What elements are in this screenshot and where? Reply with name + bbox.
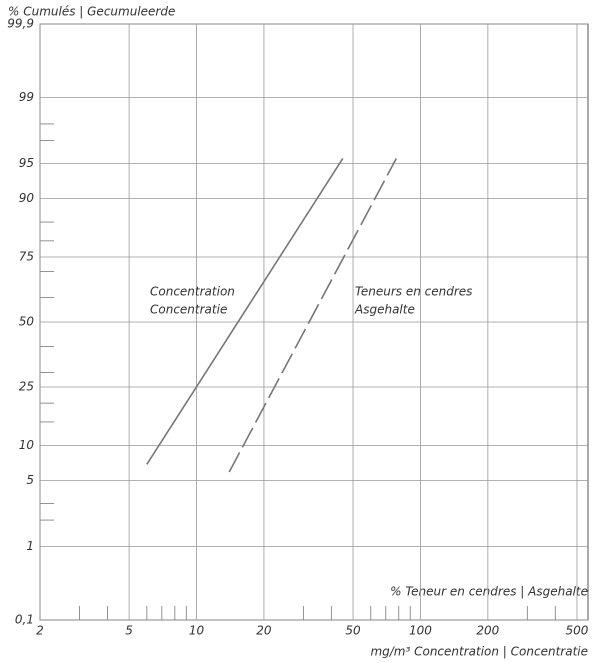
x-axis-label-bottom: mg/m³ Concentration | Concentratie	[370, 645, 588, 659]
series-line	[146, 158, 344, 465]
x-axis-label-top: % Teneur en cendres | Asgehalte	[390, 585, 588, 599]
series-line	[228, 158, 397, 473]
y-tick-label: 75	[19, 249, 34, 263]
x-tick-label: 5	[125, 624, 133, 638]
y-tick-label: 0,1	[15, 613, 34, 627]
x-tick-label: 10	[189, 624, 205, 638]
y-tick-label: 10	[19, 438, 35, 452]
y-axis-label: % Cumulés | Gecumuleerde	[8, 5, 175, 19]
y-tick-label: 99	[19, 90, 34, 104]
series-label: Asgehalte	[354, 303, 415, 317]
series-label: Concentration	[150, 285, 235, 299]
y-tick-label: 95	[19, 156, 34, 170]
x-tick-label: 20	[256, 624, 272, 638]
series-label: Teneurs en cendres	[355, 285, 472, 299]
series-label: Concentratie	[150, 303, 227, 317]
x-tick-label: 200	[476, 624, 499, 638]
y-tick-label: 99,9	[7, 17, 34, 31]
y-tick-label: 25	[19, 380, 34, 394]
y-tick-label: 1	[26, 539, 34, 553]
y-tick-label: 5	[26, 473, 34, 487]
y-tick-label: 90	[19, 191, 35, 205]
x-tick-label: 2	[36, 624, 44, 638]
x-tick-label: 50	[345, 624, 361, 638]
x-tick-label: 100	[409, 624, 432, 638]
y-tick-label: 50	[19, 315, 35, 329]
x-tick-label: 500	[566, 624, 589, 638]
